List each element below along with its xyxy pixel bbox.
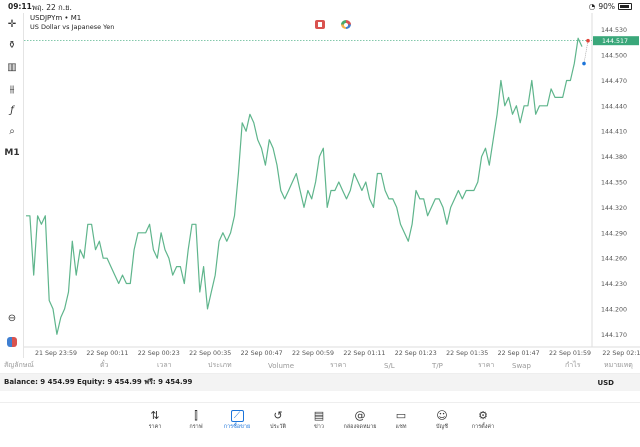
x-tick-label: 22 Sep 01:23: [395, 350, 437, 357]
trade-column-header: ตั๋ว: [100, 361, 109, 369]
y-tick-label: 144.260: [601, 256, 627, 263]
objects-icon[interactable]: ⫵: [9, 83, 15, 95]
wifi-icon: ◔: [588, 2, 596, 11]
status-bar: 09:11 พฤ. 22 ก.ย. ◔ 90%: [0, 0, 640, 13]
y-tick-label: 144.410: [601, 129, 627, 136]
candles-icon: ⫿: [194, 409, 198, 422]
currency-label: USD: [597, 378, 614, 387]
y-tick-label: 144.530: [601, 27, 627, 34]
balance-bar: Balance: 9 454.99 Equity: 9 454.99 ฟรี: …: [0, 374, 640, 391]
nav-item-8[interactable]: ⚙ การตั้งค่า: [463, 409, 503, 431]
trade-table-header: สัญลักษณ์ ตั๋ว เวลา ประเภท Volume ราคา S/L T/P ร…: [0, 358, 640, 374]
nav-label: ข่าว: [314, 424, 324, 430]
symbol-subtitle: US Dollar vs Japanese Yen: [30, 23, 115, 31]
y-tick-label: 144.290: [601, 230, 627, 237]
chat-icon: ▭: [395, 409, 407, 422]
bottom-nav: ⇅ ราคา ⫿ กราฟ ⟋ การซื้อขาย ↺ ประวัติ ▤ ข่าว @ กล่อง…: [0, 402, 640, 447]
x-tick-label: 22 Sep 01:11: [343, 350, 385, 357]
trade-column-header: ราคา: [330, 361, 347, 369]
trade-column-header: หมายเหตุ: [604, 361, 633, 369]
at-mail-icon: @: [354, 409, 366, 422]
buy-marker: [582, 61, 586, 66]
y-tick-label: 144.320: [601, 205, 627, 212]
nav-label: แชท: [395, 424, 407, 430]
nav-label: บัญชี: [436, 424, 448, 430]
x-tick-label: 22 Sep 00:59: [292, 350, 334, 357]
indicators-icon[interactable]: ▥: [7, 61, 17, 73]
y-tick-label: 144.200: [601, 306, 627, 313]
status-date: พฤ. 22 ก.ย.: [32, 3, 72, 12]
trade-column-header: T/P: [432, 361, 443, 370]
trade-column-header: กำไร: [565, 361, 581, 369]
y-tick-label: 144.170: [601, 332, 627, 339]
quick-trade-icon[interactable]: [341, 20, 351, 29]
nav-item-0[interactable]: ⇅ ราคา: [135, 409, 175, 431]
x-tick-label: 22 Sep 02:1: [602, 350, 640, 357]
x-tick-label: 22 Sep 00:35: [189, 350, 231, 357]
price-chart: 144.530 144.500 144.470 144.440 144.410 144.3…: [24, 13, 640, 357]
current-price-label: 144.517: [602, 38, 628, 45]
account-icon: ☺: [436, 409, 448, 422]
battery-label: 90%: [598, 2, 615, 11]
x-tick-label: 22 Sep 00:11: [86, 350, 128, 357]
y-tick-label: 144.350: [601, 180, 627, 187]
timeframe-button[interactable]: M1: [4, 148, 20, 158]
status-time: 09:11: [8, 2, 32, 11]
nav-item-6[interactable]: ▭ แชท: [381, 409, 421, 431]
nav-label: ราคา: [148, 424, 162, 430]
one-click-trading-icon[interactable]: [315, 20, 325, 29]
x-tick-label: 22 Sep 01:47: [498, 350, 540, 357]
nav-item-3[interactable]: ↺ ประวัติ: [258, 409, 298, 431]
symbol-title: USDJPYm • M1: [30, 14, 82, 22]
zoom-icon[interactable]: ⊖: [7, 312, 17, 324]
trade-column-header: ประเภท: [208, 361, 232, 369]
chart-type-icon[interactable]: ⚱: [7, 39, 17, 51]
nav-item-5[interactable]: @ กล่องจดหมาย: [340, 409, 380, 431]
x-tick-label: 22 Sep 00:47: [241, 350, 283, 357]
function-icon[interactable]: ƒ: [10, 104, 14, 116]
gear-icon: ⚙: [478, 409, 488, 422]
trend-chart-icon: ⟋: [230, 410, 244, 422]
y-tick-label: 144.230: [601, 281, 627, 288]
current-price-tag: [593, 36, 639, 46]
sell-marker: [586, 38, 590, 43]
crosshair-icon[interactable]: ✛: [7, 18, 17, 30]
balance-text: Balance: 9 454.99 Equity: 9 454.99 ฟรี: …: [4, 378, 193, 386]
nav-label: กล่องจดหมาย: [343, 424, 377, 430]
trade-column-header: สัญลักษณ์: [4, 361, 34, 369]
news-icon: ▤: [313, 409, 325, 422]
y-tick-label: 144.380: [601, 154, 627, 161]
nav-item-1[interactable]: ⫿ กราฟ: [176, 409, 216, 431]
shapes-icon[interactable]: ⌕: [9, 125, 15, 137]
trade-column-header: เวลา: [157, 361, 172, 369]
trade-quick-icon[interactable]: [4, 334, 20, 350]
chart-area[interactable]: USDJPYm • M1 US Dollar vs Japanese Yen 1…: [24, 13, 640, 358]
status-indicators: ◔ 90%: [589, 2, 632, 11]
trade-column-header: ราคา: [478, 361, 495, 369]
nav-label: ประวัติ: [269, 424, 287, 430]
trade-column-header: Volume: [268, 361, 295, 370]
trade-column-header: S/L: [384, 361, 395, 370]
price-series-line: [26, 37, 583, 335]
nav-item-2[interactable]: ⟋ การซื้อขาย: [217, 409, 257, 431]
y-tick-label: 144.500: [601, 53, 627, 60]
nav-item-7[interactable]: ☺ บัญชี: [422, 409, 462, 431]
trade-column-header: Swap: [512, 361, 531, 370]
nav-label: การซื้อขาย: [223, 424, 251, 430]
marker-link-line: [583, 40, 589, 64]
y-tick-label: 144.440: [601, 103, 627, 110]
x-tick-label: 22 Sep 01:59: [549, 350, 591, 357]
y-tick-label: 144.470: [601, 78, 627, 85]
nav-label: การตั้งค่า: [471, 424, 495, 430]
x-tick-label: 22 Sep 01:35: [446, 350, 488, 357]
nav-label: กราฟ: [189, 424, 203, 430]
x-tick-label: 21 Sep 23:59: [35, 350, 77, 357]
swap-arrows-icon: ⇅: [150, 409, 160, 422]
x-tick-label: 22 Sep 00:23: [138, 350, 180, 357]
history-icon: ↺: [273, 409, 283, 422]
chart-toolbar: ✛ ⚱ ▥ ⫵ ƒ ⌕ M1 ⊖: [0, 13, 24, 358]
battery-icon: [618, 3, 632, 10]
nav-item-4[interactable]: ▤ ข่าว: [299, 409, 339, 431]
